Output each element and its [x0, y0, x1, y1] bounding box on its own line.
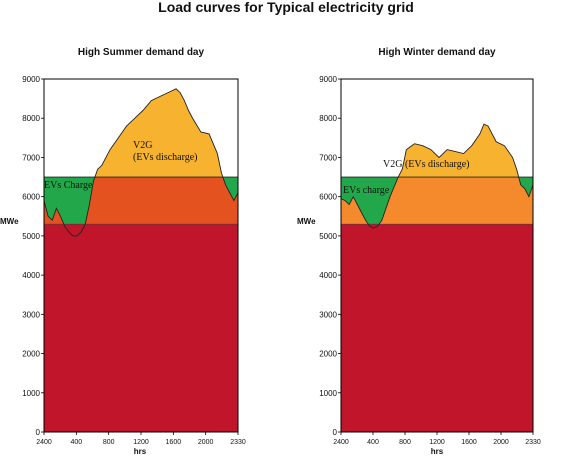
summer-y-tick-label: 0	[36, 428, 41, 437]
winter-demand-line	[340, 123, 534, 229]
winter-x-tick-label: 1600	[461, 439, 477, 446]
winter-plot-area: 0 1000 2000 3000 4000 5000 6000 7000 8000 9000 240…	[319, 75, 541, 446]
summer-v2g-label: V2G	[133, 140, 152, 151]
winter-y-tick-label: 4000	[319, 271, 337, 280]
winter-x-tick-label: 2400	[333, 439, 349, 446]
summer-y-tick-label: 3000	[22, 310, 40, 319]
summer-chart-title: High Summer demand day	[78, 47, 205, 58]
winter-chart-title: High Winter demand day	[378, 47, 496, 58]
summer-annotations: EVs Charge V2G (EVs discharge)	[44, 140, 198, 191]
winter-evs-charge-area	[341, 177, 533, 225]
summer-x-tick-label: 400	[70, 439, 82, 446]
winter-v2g-label: V2G (EVs discharge)	[383, 159, 469, 170]
summer-plot-area: 0 1000 2000 3000 4000 5000 6000 7000 8000 9000 240…	[22, 75, 246, 446]
winter-y-tick-label: 2000	[319, 350, 337, 359]
winter-y-axis-label: MWe	[297, 217, 316, 226]
winter-y-tick-label: 7000	[319, 153, 337, 162]
summer-base-load-area	[44, 224, 238, 432]
summer-y-tick-label: 2000	[22, 350, 40, 359]
summer-x-tick-label: 1600	[166, 439, 182, 446]
summer-y-tick-label: 4000	[22, 271, 40, 280]
summer-x-tick-label: 1200	[133, 439, 149, 446]
summer-evs-charge-area	[44, 177, 238, 225]
winter-v2g-area	[398, 124, 519, 178]
winter-y-tick-label: 1000	[319, 389, 337, 398]
summer-demand-line	[43, 88, 239, 237]
summer-y-tick-label: 8000	[22, 114, 40, 123]
summer-evs-charge-label: EVs Charge	[44, 180, 93, 191]
winter-x-tick-label: 2330	[525, 439, 541, 446]
winter-annotations: EVs charge V2G (EVs discharge)	[343, 159, 469, 196]
summer-x-tick-label: 800	[103, 439, 115, 446]
summer-x-axis-label: hrs	[134, 447, 147, 456]
summer-y-tick-label: 5000	[22, 232, 40, 241]
winter-y-tick-label: 6000	[319, 193, 337, 202]
winter-x-tick-label: 400	[367, 439, 379, 446]
winter-chart: High Winter demand day 0 1000 2000 3000 4000…	[297, 47, 541, 456]
winter-y-tick-label: 9000	[319, 75, 337, 84]
summer-y-tick-label: 6000	[22, 193, 40, 202]
summer-y-tick-label: 7000	[22, 153, 40, 162]
summer-y-axis-label: MWe	[0, 217, 19, 226]
winter-y-tick-label: 5000	[319, 232, 337, 241]
winter-x-axis-label: hrs	[431, 447, 444, 456]
winter-y-tick-label: 0	[333, 428, 338, 437]
winter-base-load-area	[341, 224, 533, 432]
summer-y-tick-label: 1000	[22, 389, 40, 398]
summer-v2g-area	[94, 88, 223, 178]
summer-x-tick-label: 2000	[198, 439, 214, 446]
summer-y-tick-label: 9000	[22, 75, 40, 84]
winter-x-tick-label: 800	[399, 439, 411, 446]
summer-x-tick-label: 2400	[36, 439, 52, 446]
winter-mid-load-area	[341, 177, 533, 225]
winter-evs-charge-label: EVs charge	[343, 185, 390, 196]
winter-y-tick-label: 8000	[319, 114, 337, 123]
summer-x-tick-label: 2330	[230, 439, 246, 446]
winter-y-tick-label: 3000	[319, 310, 337, 319]
summer-chart: High Summer demand day 0 1000 2000 3000 4000…	[0, 47, 246, 456]
summer-ev-discharge-label: (EVs discharge)	[133, 152, 198, 163]
winter-x-tick-label: 1200	[429, 439, 445, 446]
winter-x-tick-label: 2000	[493, 439, 509, 446]
figure-title: Load curves for Typical electricity grid	[158, 0, 414, 15]
